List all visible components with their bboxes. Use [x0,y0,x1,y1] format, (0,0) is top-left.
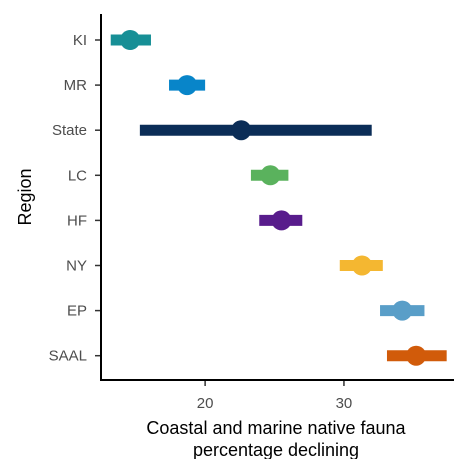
x-tick-label-30: 30 [336,395,353,412]
point-ep [392,300,413,321]
y-tick-label-lc: LC [68,167,87,184]
x-axis-title-line-2: percentage declining [193,440,359,459]
x-tick-label-20: 20 [197,395,214,412]
y-tick-label-saal: SAAL [49,348,87,365]
point-ki [120,30,141,50]
y-axis-ticks: KI MR State LC HF NY EP SAAL [49,32,101,365]
point-mr [177,75,198,96]
point-state [231,120,252,141]
y-tick-label-ep: EP [67,303,87,320]
x-axis-title-line-1: Coastal and marine native fauna [146,418,406,438]
y-tick-label-ny: NY [66,258,87,275]
chart-marks [110,30,447,366]
y-axis-title: Region [15,168,35,225]
x-axis-ticks: 20 30 [197,380,353,412]
point-lc [260,165,281,186]
y-tick-label-ki: KI [73,32,87,49]
y-tick-label-mr: MR [64,77,87,94]
point-ny [351,255,372,276]
point-hf [271,210,292,231]
y-tick-label-hf: HF [67,212,87,229]
y-tick-label-state: State [52,122,87,139]
point-saal [406,345,427,366]
